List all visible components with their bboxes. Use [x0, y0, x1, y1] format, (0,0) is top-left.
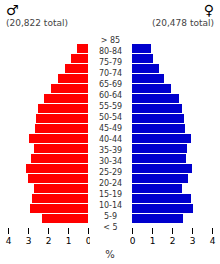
svg-text:< 5: < 5: [103, 223, 117, 232]
svg-text:1: 1: [66, 236, 72, 246]
svg-text:10-14: 10-14: [99, 201, 122, 210]
svg-text:75-79: 75-79: [99, 58, 122, 67]
svg-text:> 85: > 85: [101, 36, 120, 45]
svg-text:3: 3: [26, 236, 32, 246]
svg-text:25-29: 25-29: [99, 168, 122, 177]
svg-text:4: 4: [210, 236, 216, 246]
svg-text:30-34: 30-34: [99, 157, 122, 166]
svg-text:65-69: 65-69: [99, 80, 122, 89]
svg-text:60-64: 60-64: [99, 91, 122, 100]
svg-text:80-84: 80-84: [99, 47, 122, 56]
svg-text:70-74: 70-74: [99, 69, 122, 78]
svg-text:35-39: 35-39: [99, 146, 122, 155]
svg-text:40-44: 40-44: [99, 135, 122, 144]
svg-text:1: 1: [150, 236, 156, 246]
html-text:(20,822 total): (20,822 total): [6, 18, 68, 28]
svg-text:5-9: 5-9: [104, 212, 117, 221]
svg-text:3: 3: [190, 236, 196, 246]
svg-text:20-24: 20-24: [99, 179, 122, 188]
svg-text:2: 2: [46, 236, 52, 246]
svg-text:0: 0: [130, 236, 136, 246]
svg-text:50-54: 50-54: [99, 113, 122, 122]
svg-text:45-49: 45-49: [99, 124, 122, 133]
svg-text:4: 4: [6, 236, 12, 246]
svg-text:15-19: 15-19: [99, 190, 122, 199]
svg-text:55-59: 55-59: [99, 102, 122, 111]
svg-text:0: 0: [86, 236, 90, 246]
svg-text:2: 2: [170, 236, 176, 246]
html-text:(20,478 total): (20,478 total): [152, 18, 214, 28]
